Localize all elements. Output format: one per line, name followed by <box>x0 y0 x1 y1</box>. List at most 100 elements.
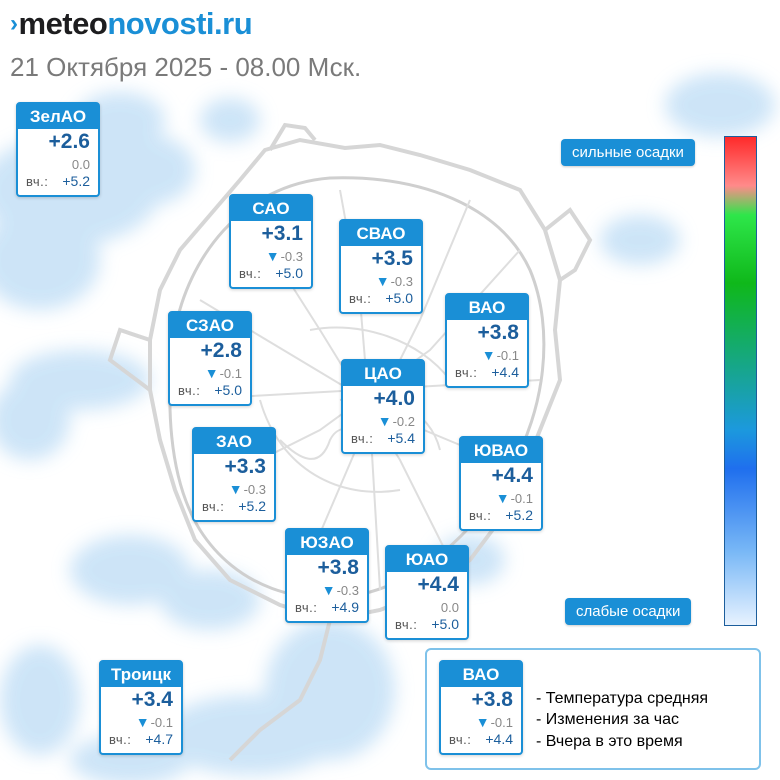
district-hourly-change: 0.0 <box>440 599 459 615</box>
scale-label-light: слабые осадки <box>565 598 692 625</box>
district-temperature: +3.4 <box>131 688 173 711</box>
legend-item-change: - Изменения за час <box>536 711 680 728</box>
trend-down-icon: ▼ <box>228 481 243 497</box>
yesterday-value: +5.2 <box>62 173 90 189</box>
legend-sample-card: ВАО +3.8 ▼-0.1 вч.: +4.4 <box>439 660 523 755</box>
district-card-yuzao: ЮЗАО +3.8 ▼-0.3 вч.: +4.9 <box>285 528 369 623</box>
yesterday-value: +4.4 <box>491 364 519 380</box>
change-value: -0.1 <box>150 715 173 730</box>
legend-item-yesterday: - Вчера в это время <box>536 733 683 750</box>
district-temperature: +2.8 <box>200 339 242 362</box>
district-hourly-change: ▼-0.3 <box>229 481 266 497</box>
trend-down-icon: ▼ <box>475 714 490 730</box>
change-value: -0.1 <box>496 348 519 363</box>
district-hourly-change: ▼-0.1 <box>205 365 242 381</box>
district-card-yuao: ЮАО +4.4 0.0 вч.: +5.0 <box>385 545 469 640</box>
district-card-yuvao: ЮВАО +4.4 ▼-0.1 вч.: +5.2 <box>459 436 543 531</box>
change-value: -0.1 <box>510 491 533 506</box>
trend-down-icon: ▼ <box>375 273 390 289</box>
yesterday-value: +4.7 <box>145 731 173 747</box>
trend-down-icon: ▼ <box>321 582 336 598</box>
yesterday-value: +5.0 <box>385 290 413 306</box>
district-name: ЮЗАО <box>287 530 367 555</box>
yesterday-label: вч.: <box>395 617 418 632</box>
district-name: ВАО <box>447 295 527 320</box>
district-hourly-change: ▼-0.1 <box>482 347 519 363</box>
yesterday-value: +5.0 <box>431 616 459 632</box>
district-name: САО <box>231 196 311 221</box>
district-name: ЦАО <box>343 361 423 386</box>
district-hourly-change: ▼-0.3 <box>322 582 359 598</box>
district-hourly-change: ▼-0.3 <box>266 248 303 264</box>
district-temperature: +3.8 <box>477 321 519 344</box>
legend-item-temperature: - Температура средняя <box>536 690 709 707</box>
district-card-szao: СЗАО +2.8 ▼-0.1 вч.: +5.0 <box>168 311 252 406</box>
district-card-svao: СВАО +3.5 ▼-0.3 вч.: +5.0 <box>339 219 423 314</box>
change-value: 0.0 <box>71 157 90 172</box>
yesterday-label: вч.: <box>202 499 225 514</box>
change-value: -0.1 <box>219 366 242 381</box>
yesterday-value: +5.2 <box>238 498 266 514</box>
yesterday-value: +5.0 <box>214 382 242 398</box>
district-name: ЗелАО <box>18 104 98 129</box>
district-name: ЮВАО <box>461 438 541 463</box>
district-temperature: +3.5 <box>371 247 413 270</box>
district-card-troitsk: Троицк +3.4 ▼-0.1 вч.: +4.7 <box>99 660 183 755</box>
district-hourly-change: ▼-0.2 <box>378 413 415 429</box>
district-temperature: +3.8 <box>317 556 359 579</box>
yesterday-label: вч.: <box>351 431 374 446</box>
district-hourly-change: ▼-0.1 <box>496 490 533 506</box>
trend-down-icon: ▼ <box>265 248 280 264</box>
scale-label-heavy: сильные осадки <box>561 139 695 166</box>
yesterday-label: вч.: <box>469 508 492 523</box>
yesterday-value: +5.2 <box>505 507 533 523</box>
district-name: Троицк <box>101 662 181 687</box>
forecast-date: 21 Октября 2025 - 08.00 Мск. <box>10 52 362 82</box>
district-card-zao: ЗАО +3.3 ▼-0.3 вч.: +5.2 <box>192 427 276 522</box>
district-hourly-change: ▼-0.1 <box>476 714 513 730</box>
yesterday-value: +4.4 <box>485 731 513 747</box>
change-value: -0.3 <box>336 583 359 598</box>
yesterday-label: вч.: <box>239 266 262 281</box>
yesterday-label: вч.: <box>26 174 49 189</box>
yesterday-value: +5.4 <box>387 430 415 446</box>
district-name: ЮАО <box>387 547 467 572</box>
district-temperature: +3.3 <box>224 455 266 478</box>
change-value: -0.1 <box>490 715 513 730</box>
district-temperature: +2.6 <box>48 130 90 153</box>
change-value: -0.3 <box>390 274 413 289</box>
district-card-cao: ЦАО +4.0 ▼-0.2 вч.: +5.4 <box>341 359 425 454</box>
site-logo[interactable]: ›meteonovosti.ru <box>10 6 253 42</box>
district-name: ВАО <box>441 662 521 687</box>
district-temperature: +4.4 <box>491 464 533 487</box>
district-name: СВАО <box>341 221 421 246</box>
change-value: -0.2 <box>392 414 415 429</box>
logo-text-novosti: novosti.ru <box>107 6 253 41</box>
district-temperature: +4.4 <box>417 573 459 596</box>
change-value: 0.0 <box>440 600 459 615</box>
yesterday-label: вч.: <box>295 600 318 615</box>
trend-down-icon: ▼ <box>135 714 150 730</box>
yesterday-label: вч.: <box>455 365 478 380</box>
district-temperature: +3.8 <box>471 688 513 711</box>
district-temperature: +3.1 <box>261 222 303 245</box>
change-value: -0.3 <box>280 249 303 264</box>
yesterday-value: +5.0 <box>275 265 303 281</box>
yesterday-label: вч.: <box>178 383 201 398</box>
logo-mark: › <box>10 10 18 37</box>
yesterday-value: +4.9 <box>331 599 359 615</box>
trend-down-icon: ▼ <box>204 365 219 381</box>
logo-text-meteo: meteo <box>18 6 108 41</box>
trend-down-icon: ▼ <box>481 347 496 363</box>
district-hourly-change: ▼-0.3 <box>376 273 413 289</box>
district-hourly-change: ▼-0.1 <box>136 714 173 730</box>
trend-down-icon: ▼ <box>495 490 510 506</box>
yesterday-label: вч.: <box>109 732 132 747</box>
yesterday-label: вч.: <box>449 732 472 747</box>
district-card-vao: ВАО +3.8 ▼-0.1 вч.: +4.4 <box>445 293 529 388</box>
trend-down-icon: ▼ <box>377 413 392 429</box>
district-card-sao: САО +3.1 ▼-0.3 вч.: +5.0 <box>229 194 313 289</box>
precipitation-scale-bar <box>724 136 757 626</box>
district-hourly-change: 0.0 <box>71 156 90 172</box>
